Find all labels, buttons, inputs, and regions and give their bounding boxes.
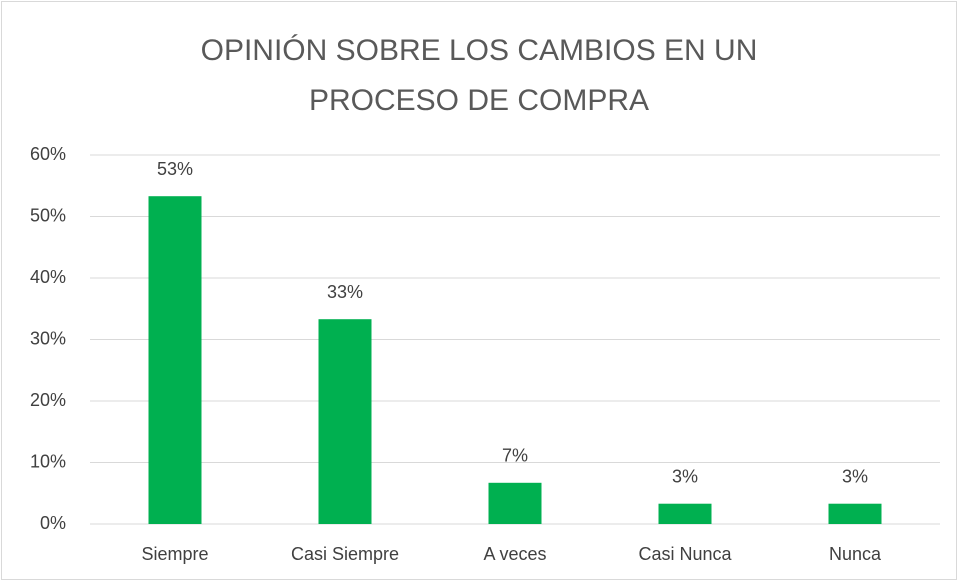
bar — [488, 482, 542, 524]
bar — [148, 196, 202, 524]
chart-title: OPINIÓN SOBRE LOS CAMBIOS EN UN PROCESO … — [200, 34, 758, 117]
y-tick-label: 50% — [30, 205, 66, 225]
y-tick-label: 30% — [30, 328, 66, 348]
bar — [318, 319, 372, 524]
data-label: 7% — [502, 446, 528, 466]
x-tick-label: Nunca — [829, 544, 882, 564]
y-tick-label: 20% — [30, 390, 66, 410]
data-label: 3% — [842, 466, 868, 486]
x-tick-label: Casi Siempre — [291, 544, 399, 564]
x-tick-label: A veces — [483, 544, 546, 564]
data-label: 33% — [327, 282, 363, 302]
y-tick-label: 10% — [30, 451, 66, 471]
y-tick-label: 40% — [30, 267, 66, 287]
x-tick-label: Casi Nunca — [638, 544, 732, 564]
data-label: 53% — [157, 159, 193, 179]
bar — [828, 503, 882, 524]
y-tick-label: 0% — [40, 513, 66, 533]
bar — [658, 503, 712, 524]
x-tick-label: Siempre — [141, 544, 208, 564]
y-tick-label: 60% — [30, 144, 66, 164]
data-label: 3% — [672, 466, 698, 486]
